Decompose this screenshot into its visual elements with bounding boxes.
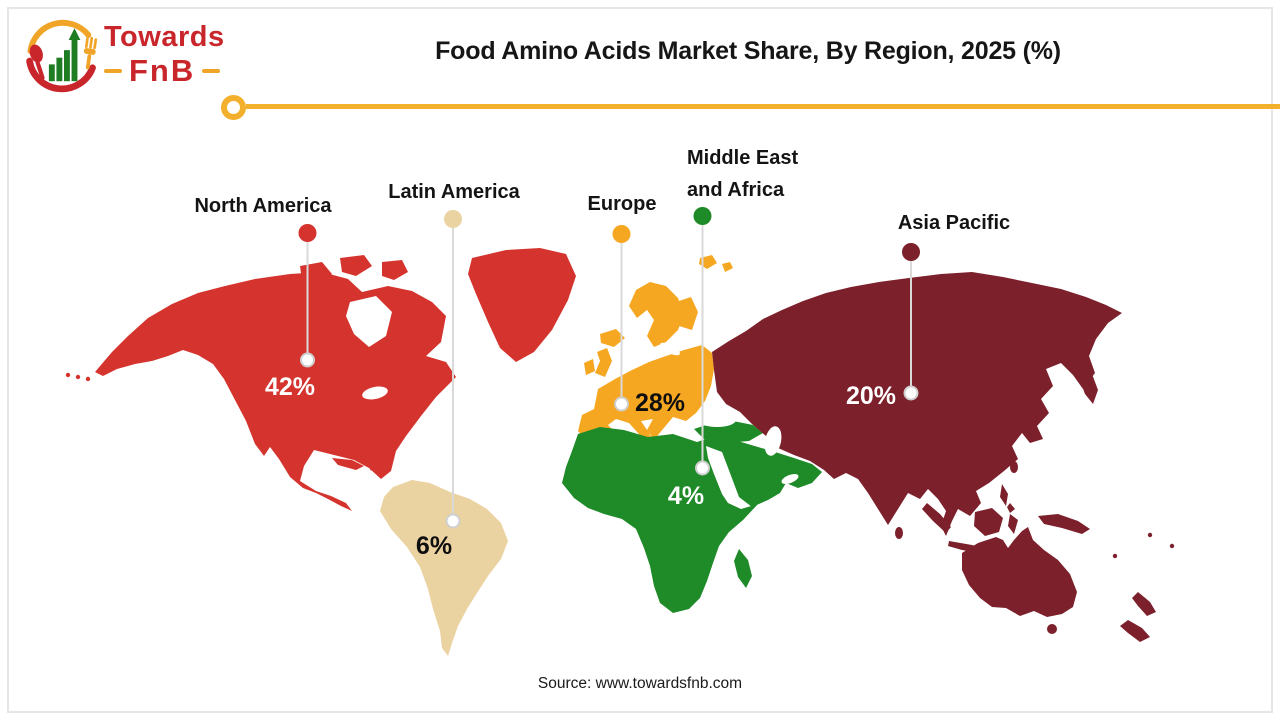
- australia: [962, 527, 1077, 617]
- label-middle-east-africa: Middle East and Africa: [687, 147, 799, 201]
- philippines: [1000, 484, 1015, 513]
- hudson-bay: [346, 296, 392, 347]
- asia-mainland: [712, 272, 1122, 536]
- pin-dot-middle-east-africa: [693, 207, 712, 225]
- brand-text: Towards FnB: [104, 22, 234, 86]
- growth-bars-icon: [48, 28, 81, 82]
- pin-dot-europe: [612, 225, 631, 243]
- pacific-island: [1147, 532, 1153, 538]
- aleutian-island: [65, 372, 71, 378]
- arctic-islands: [300, 255, 408, 308]
- caribbean-islands: [332, 458, 384, 473]
- fork-icon: [83, 36, 98, 70]
- towardsfnb-logo: [26, 19, 98, 93]
- sea-cutouts: [346, 296, 799, 485]
- pin-endpoint: [695, 460, 710, 476]
- south-america: [380, 480, 508, 656]
- logo-yellow-arc: [27, 19, 92, 54]
- brand-name-bottom: FnB: [129, 53, 196, 89]
- marker-asia-pacific: [902, 243, 920, 401]
- aleutian-island: [75, 374, 81, 380]
- baltic-sea: [660, 342, 680, 356]
- japan: [1071, 352, 1098, 404]
- new-zealand: [1120, 592, 1156, 642]
- value-europe: 28%: [634, 389, 686, 417]
- persian-gulf: [781, 473, 799, 485]
- value-asia-pacific: 20%: [845, 382, 897, 410]
- map-markers: [298, 207, 920, 529]
- label-north-america: North America: [194, 195, 332, 217]
- pin-endpoint: [903, 385, 919, 401]
- caspian-sea: [764, 426, 782, 456]
- greenland: [468, 248, 576, 362]
- brand-dash-right: [202, 69, 221, 73]
- madagascar: [734, 549, 752, 588]
- taiwan: [1010, 461, 1018, 473]
- pin-dot-latin-america: [444, 210, 462, 228]
- region-asia-pacific: [712, 272, 1175, 642]
- spoon-icon: [29, 44, 45, 80]
- africa-middle-east-landmass: [562, 427, 822, 613]
- region-latin-america: [380, 480, 508, 656]
- pin-dot-asia-pacific: [902, 243, 920, 261]
- great-lakes: [362, 386, 388, 400]
- value-latin-america: 6%: [415, 532, 453, 560]
- marker-europe: [612, 225, 631, 412]
- source-text: Source: www.towardsfnb.com: [537, 675, 743, 692]
- page-title: Food Amino Acids Market Share, By Region…: [435, 37, 1061, 65]
- pacific-island: [1112, 553, 1118, 559]
- divider-line: [246, 104, 1280, 109]
- pin-endpoint: [614, 396, 629, 412]
- marker-middle-east-africa: [693, 207, 712, 476]
- brand-name-top: Towards: [104, 21, 225, 53]
- marker-latin-america: [444, 210, 462, 529]
- value-middle-east-africa: 4%: [667, 482, 705, 510]
- label-asia-pacific: Asia Pacific: [897, 212, 1011, 234]
- marker-north-america: [298, 224, 317, 368]
- label-latin-america: Latin America: [388, 181, 520, 203]
- pin-endpoint: [300, 352, 315, 368]
- pin-endpoint: [445, 513, 461, 529]
- black-sea: [698, 413, 736, 427]
- tasmania: [1047, 624, 1057, 634]
- divider-ring: [221, 95, 246, 120]
- sri-lanka: [895, 527, 903, 539]
- value-north-america: 42%: [264, 373, 316, 401]
- indonesia-new-guinea: [922, 503, 1090, 554]
- pin-dot-north-america: [298, 224, 317, 242]
- pacific-island: [1169, 543, 1175, 549]
- brand-dash-left: [104, 69, 122, 73]
- label-europe: Europe: [587, 193, 657, 215]
- logo-red-arc: [26, 57, 96, 93]
- brand-name-bottom-row: FnB: [104, 55, 234, 86]
- aleutian-island: [85, 376, 91, 382]
